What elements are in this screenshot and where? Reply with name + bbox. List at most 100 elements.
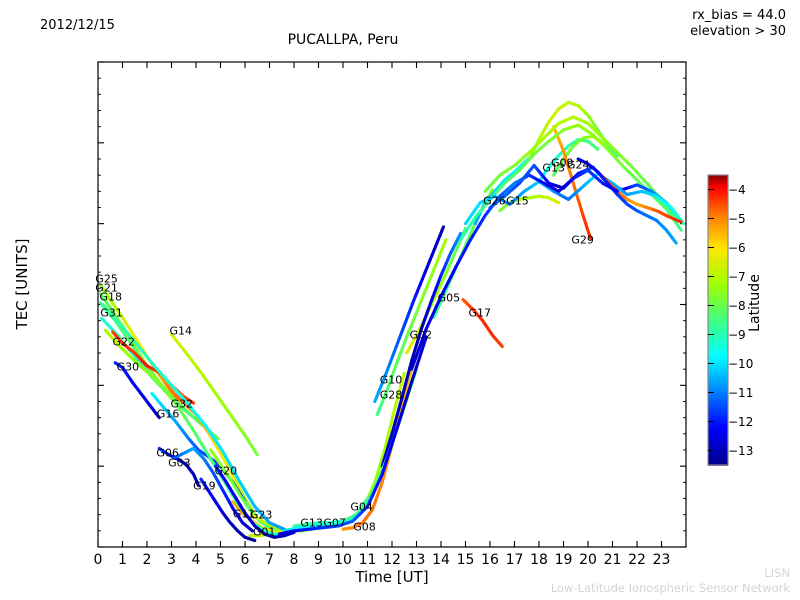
satellite-label: G15 [506,194,529,208]
series-segment [401,371,406,381]
series-group [98,100,686,543]
colorbar [707,174,729,466]
series-segment [251,538,257,543]
x-tick-label: 6 [240,552,250,568]
series-segment [677,225,683,232]
x-tick-label: 10 [334,552,352,568]
satellite-label: G05 [437,291,461,305]
satellite-label: G11 [232,507,256,521]
satellite-label: G32 [170,397,194,411]
x-tick-label: 21 [603,552,622,568]
series-segment [555,200,561,205]
series-segment [249,527,254,533]
x-tick-label: 9 [314,552,323,568]
series-segment [613,188,619,193]
series-segment [422,335,428,346]
satellite-label: G31 [100,306,123,320]
series-segment [253,450,259,457]
colorbar-tick-label: −7 [728,269,746,284]
colorbar-tick-label: −6 [728,240,746,255]
series-segment [190,400,196,405]
satellite-label: G28 [379,388,403,402]
watermark: LISN Low-Latitude Ionospheric Sensor Net… [551,566,790,596]
x-axis-title: Time [UT] [355,568,429,586]
x-tick-label: 0 [93,552,103,568]
satellite-label: G14 [169,324,193,338]
x-tick-label: 1 [118,552,127,568]
series-segment [214,434,220,441]
series-segment [499,343,504,349]
x-tick-label: 20 [579,552,597,568]
x-tick-label: 11 [358,552,377,568]
satellite-label: G19 [193,479,216,493]
colorbar-tick-label: −9 [728,327,746,342]
watermark-line-2: Low-Latitude Ionospheric Sensor Network [550,581,790,596]
satellite-label: G08 [353,520,376,534]
satellite-label: G17 [468,306,491,320]
series-segment [457,231,463,239]
elevation-text: elevation > 30 [690,24,786,40]
series-segment [442,238,448,246]
annotation-block: rx_bias = 44.0 elevation > 30 [690,8,786,41]
colorbar-tick-label: −10 [728,356,754,371]
satellite-label: G06 [156,446,179,460]
satellite-label: G16 [156,407,180,421]
x-tick-label: 3 [167,552,176,568]
chart-title: PUCALLPA, Peru [287,32,399,48]
series-segment [196,482,200,488]
date-label: 2012/12/15 [40,18,115,33]
rx-bias-text: rx_bias = 44.0 [692,8,786,23]
satellite-label: G01 [252,525,276,539]
x-tick-label: 4 [191,552,201,568]
colorbar-tick-label: −4 [728,182,746,197]
satellite-label: G30 [116,360,140,374]
colorbar-tick-labels: −4 −5 −6 −7 −8 −9 −10 −11 −12 −13 [728,172,798,468]
x-tick-label: 5 [216,552,225,568]
series-segment [594,146,600,151]
satellite-label: G25 [95,272,118,286]
x-tick-label: 14 [432,552,450,568]
colorbar-tick-label: −11 [728,385,754,400]
colorbar-tick-label: −13 [728,443,754,458]
satellite-label: G26 [483,194,506,208]
series-segment [156,414,161,420]
series-segment [587,232,593,240]
x-tick-label: 7 [265,552,274,568]
x-tick-label: 18 [530,552,548,568]
x-tick-label: 15 [456,552,475,568]
satellite-label: G23 [249,508,273,522]
satellite-label: G02 [409,328,433,342]
x-tick-label: 12 [383,552,401,568]
satellite-label: G29 [571,233,594,247]
x-tick-label: 23 [652,552,671,568]
satellite-label: G18 [99,290,122,304]
series-segment [614,152,619,158]
satellite-label: G13 [300,516,323,530]
x-tick-labels: 0 1 2 3 4 5 6 7 8 9 10 11 12 13 14 15 16 17 18 19 20 21 22 23 [0,552,800,576]
x-tick-label: 17 [505,552,524,568]
colorbar-title: Latitude [747,274,763,332]
watermark-line-1: LISN [764,566,790,581]
colorbar-tick-label: −12 [728,414,754,429]
satellite-label: G03 [168,456,191,470]
x-tick-label: 13 [407,552,426,568]
series-segment [489,188,495,195]
satellite-label: G04 [350,500,373,514]
series-segment [440,225,446,233]
satellite-label: G20 [214,464,238,478]
satellite-label: G10 [379,373,403,387]
x-tick-label: 22 [628,552,646,568]
satellite-label: G24 [566,158,590,172]
satellite-label: G21 [95,281,118,295]
satellite-label: G13 [542,161,565,175]
series-segment [280,526,286,531]
x-tick-label: 16 [481,552,499,568]
series-segment [677,219,683,224]
x-tick-label: 2 [142,552,152,568]
x-tick-label: 8 [289,552,299,568]
satellite-label: G07 [323,516,346,530]
colorbar-tick-label: −8 [728,298,746,313]
satellite-label: G09 [551,156,574,170]
